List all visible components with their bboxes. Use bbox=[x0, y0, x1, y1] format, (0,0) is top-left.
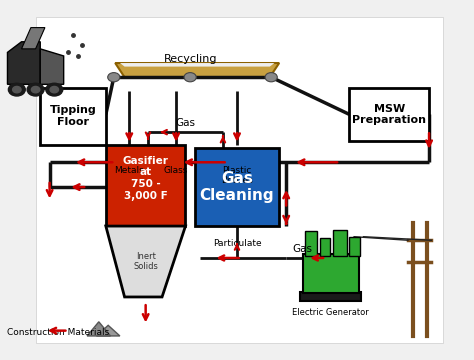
Polygon shape bbox=[8, 42, 40, 84]
FancyBboxPatch shape bbox=[195, 148, 279, 226]
Text: Electric Generator: Electric Generator bbox=[292, 307, 369, 316]
Polygon shape bbox=[21, 28, 45, 49]
Polygon shape bbox=[120, 63, 274, 67]
Text: Gas
Cleaning: Gas Cleaning bbox=[200, 171, 274, 203]
FancyBboxPatch shape bbox=[333, 230, 347, 256]
Circle shape bbox=[9, 83, 25, 96]
Text: Gasifier
at
750 -
3,000 F: Gasifier at 750 - 3,000 F bbox=[123, 156, 169, 201]
Text: MSW
Preparation: MSW Preparation bbox=[352, 104, 426, 125]
Text: Gas: Gas bbox=[292, 244, 312, 254]
Text: Gas: Gas bbox=[175, 118, 195, 128]
Text: Recycling: Recycling bbox=[164, 54, 217, 64]
Circle shape bbox=[184, 73, 196, 82]
Text: Construction Materials: Construction Materials bbox=[8, 328, 109, 337]
Polygon shape bbox=[87, 322, 110, 336]
FancyBboxPatch shape bbox=[302, 255, 359, 293]
Polygon shape bbox=[106, 226, 185, 297]
FancyBboxPatch shape bbox=[36, 17, 443, 343]
Text: Metals: Metals bbox=[114, 166, 144, 175]
FancyBboxPatch shape bbox=[305, 231, 317, 256]
FancyBboxPatch shape bbox=[349, 88, 429, 141]
FancyBboxPatch shape bbox=[320, 238, 330, 256]
Circle shape bbox=[13, 86, 21, 93]
Circle shape bbox=[265, 73, 277, 82]
Text: Plastic
Bottles: Plastic Bottles bbox=[221, 166, 253, 185]
Text: Particulate: Particulate bbox=[213, 239, 261, 248]
FancyBboxPatch shape bbox=[106, 145, 185, 226]
Polygon shape bbox=[97, 325, 120, 336]
Polygon shape bbox=[40, 49, 64, 84]
FancyBboxPatch shape bbox=[349, 237, 360, 256]
Circle shape bbox=[27, 83, 44, 96]
Circle shape bbox=[50, 86, 58, 93]
Circle shape bbox=[46, 83, 63, 96]
Circle shape bbox=[31, 86, 40, 93]
Polygon shape bbox=[115, 63, 279, 77]
FancyBboxPatch shape bbox=[40, 88, 106, 145]
Circle shape bbox=[108, 73, 120, 82]
Text: Tipping
Floor: Tipping Floor bbox=[50, 105, 96, 127]
Text: Glass: Glass bbox=[164, 166, 188, 175]
FancyBboxPatch shape bbox=[300, 292, 361, 301]
Text: Inert
Solids: Inert Solids bbox=[133, 252, 158, 271]
